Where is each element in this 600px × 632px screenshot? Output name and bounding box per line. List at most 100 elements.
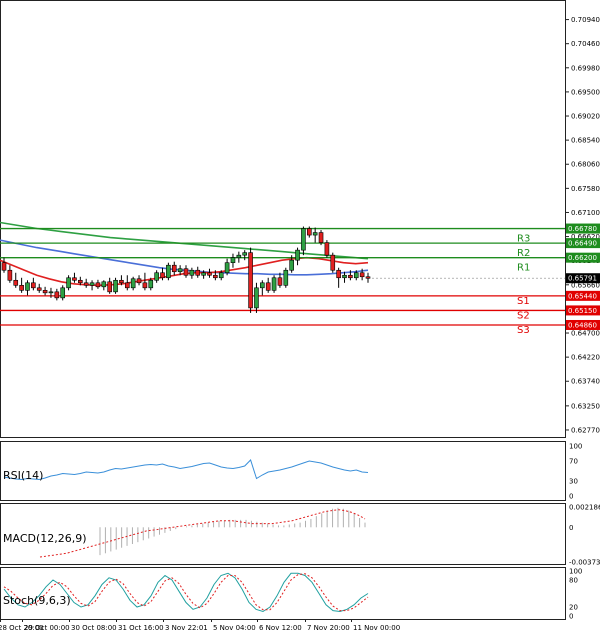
candle-body	[72, 277, 77, 281]
candle-body	[230, 257, 236, 263]
price-tick-label: 0.70460	[571, 40, 600, 48]
price-tick-label: 0.63740	[571, 378, 600, 386]
price-tick-label: 0.70940	[571, 16, 600, 24]
level-tag-box	[566, 252, 600, 263]
candle-body	[13, 279, 19, 286]
candle-body	[148, 279, 154, 289]
candle-body	[160, 272, 165, 279]
price-pane: R3 R2 R1 S1 S2 S3 0.70940 0.70460 0.69980 0.6950…	[0, 0, 600, 438]
time-tick-label: 7 Nov 20:00	[307, 624, 350, 632]
rsi-tick-label: 30	[569, 478, 578, 486]
candle-body	[224, 262, 230, 274]
candle-body	[201, 272, 206, 276]
level-tag-box	[566, 223, 600, 234]
macd-tick-label: -0.003737	[569, 559, 600, 567]
rsi-tick-label: 100	[569, 443, 582, 451]
time-tick-label: 5 Nov 04:00	[213, 624, 256, 632]
stoch-tick-label: 0	[569, 613, 573, 621]
candle-body	[312, 232, 318, 236]
macd-axis: 0.002186 0 -0.003737	[569, 504, 600, 567]
rsi-axis: 100 70 30 0	[569, 443, 582, 501]
candle-body	[189, 269, 195, 276]
price-pane-frame	[0, 0, 566, 438]
macd-pane-frame	[0, 503, 566, 565]
level-tag-label: 0.66200	[568, 254, 597, 262]
price-tick-label: 0.64220	[571, 354, 600, 362]
candle-body	[177, 268, 183, 273]
level-tag-label: 0.65150	[568, 307, 597, 315]
candle-body	[31, 282, 36, 289]
candle-body	[260, 282, 265, 289]
level-tag-box	[566, 305, 600, 316]
level-name: S3	[517, 325, 530, 336]
candle-body	[171, 264, 177, 273]
candle-body	[95, 282, 101, 288]
stoch-k-line	[3, 572, 369, 613]
time-tick-label: 6 Nov 12:00	[259, 624, 302, 632]
rsi-line	[3, 459, 369, 481]
candle-body	[254, 287, 259, 309]
candle-body	[195, 269, 201, 276]
macd-tick-label: 0	[569, 524, 573, 532]
time-tick-label: 11 Nov 00:00	[353, 624, 400, 632]
candle-body	[348, 274, 353, 279]
time-tick-label: 31 Oct 16:00	[118, 624, 164, 632]
level-tag-box	[566, 319, 600, 330]
candle-body	[101, 281, 107, 288]
candle-body	[236, 254, 242, 258]
candle-body	[19, 285, 24, 291]
candle-body	[66, 277, 71, 289]
time-tick-label: 28 Oct 20:00	[0, 624, 44, 632]
candle-body	[113, 279, 118, 293]
price-tick-label: 0.64700	[571, 330, 600, 338]
level-tag-label: 0.66780	[568, 225, 597, 233]
candle-body	[324, 242, 330, 256]
price-tick-label: 0.62770	[571, 426, 600, 434]
candle-body	[124, 282, 130, 289]
candle-body	[107, 281, 112, 293]
rsi-tick-label: 70	[569, 458, 578, 466]
time-tick-label: 29 Oct 00:00	[24, 624, 70, 632]
level-tag-box	[566, 238, 600, 249]
candle-body	[306, 228, 312, 236]
candle-body	[242, 252, 248, 256]
candle-body	[265, 282, 271, 291]
price-tick-label: 0.69020	[571, 113, 600, 121]
time-tick-label: 30 Oct 08:00	[71, 624, 117, 632]
rsi-tick-label: 0	[569, 493, 573, 501]
stoch-tick-label: 20	[569, 604, 578, 612]
level-name: S1	[517, 296, 530, 307]
price-tick-label: 0.68540	[571, 137, 600, 145]
candle-body	[78, 279, 83, 284]
macd-tick-label: 0.002186	[569, 504, 600, 512]
rsi-label: RSI(14)	[3, 469, 43, 482]
level-name: R1	[517, 263, 530, 274]
candle-body	[330, 254, 336, 271]
price-tick-label: 0.65660	[571, 281, 600, 289]
candle-body	[130, 278, 136, 289]
candle-body	[89, 282, 95, 286]
candle-body	[142, 282, 148, 289]
candle-body	[48, 291, 54, 294]
candle-body	[295, 249, 300, 261]
candle-body	[289, 259, 294, 271]
candle-body	[136, 278, 142, 284]
candle-body	[218, 272, 224, 279]
price-tick-label: 0.67100	[571, 209, 600, 217]
candle-body	[7, 269, 13, 281]
rsi-pane: RSI(14) 100 70 30 0	[0, 441, 582, 501]
stoch-label: Stoch(9,6,3)	[3, 594, 71, 607]
price-tick-label: 0.67580	[571, 185, 600, 193]
pivot-levels: R3 R2 R1 S1 S2 S3	[0, 227, 565, 336]
level-tag-label: 0.64860	[568, 321, 597, 329]
current-price-box	[566, 273, 600, 284]
candle-body	[1, 262, 7, 271]
candle-body	[271, 277, 277, 291]
candle-body	[166, 264, 171, 279]
level-name: R2	[517, 248, 530, 259]
candle-body	[248, 252, 253, 309]
